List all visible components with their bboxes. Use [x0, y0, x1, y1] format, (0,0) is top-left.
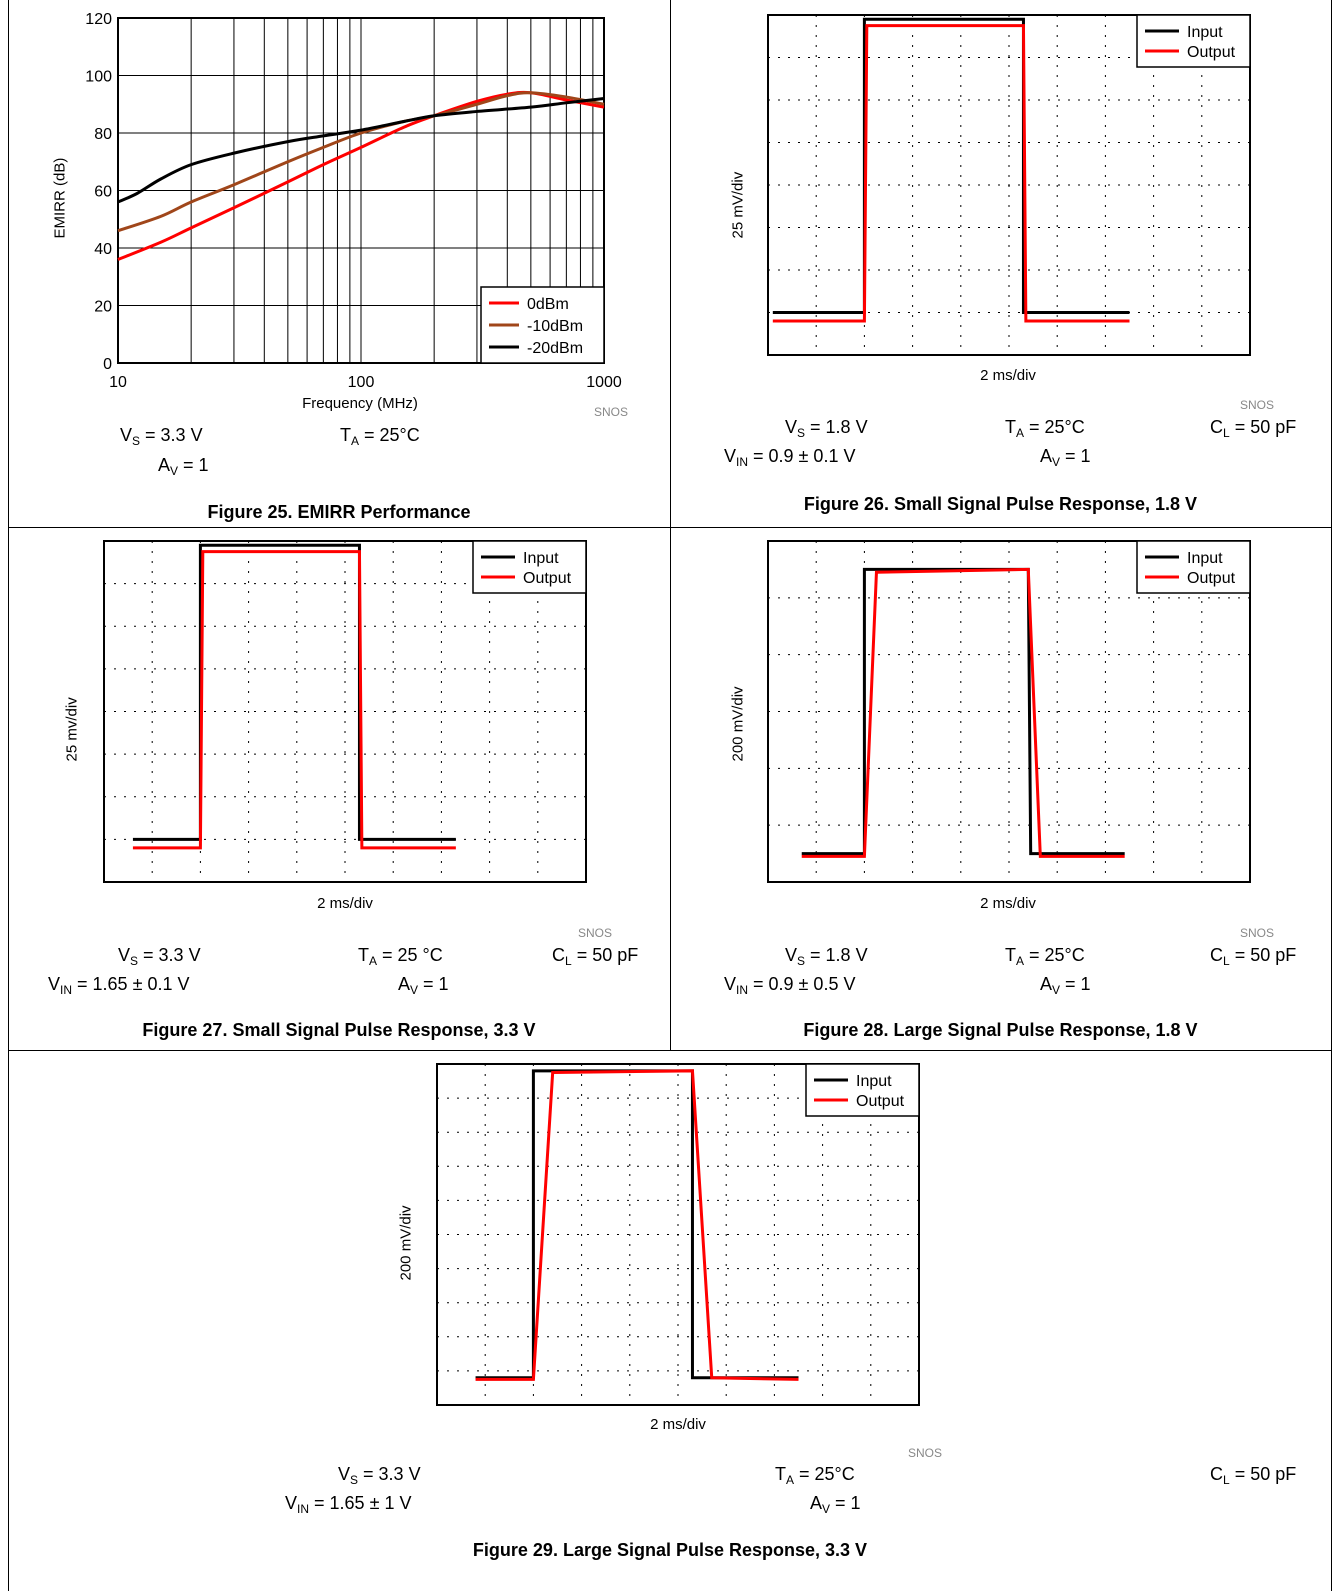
condition-vs: VS = 3.3 V	[338, 1464, 421, 1487]
x-axis-label: 2 ms/div	[317, 895, 373, 912]
legend-entry: Input	[1187, 24, 1223, 41]
legend-box	[1136, 540, 1251, 594]
condition-av: AV = 1	[1040, 446, 1091, 469]
figure-caption: Figure 25. EMIRR Performance	[207, 502, 471, 522]
condition-vin: VIN = 0.9 ± 0.5 V	[724, 974, 856, 997]
x-tick-label: 100	[348, 374, 375, 391]
grid-divider-vertical-outer-left	[8, 0, 9, 1591]
series-line-input	[801, 567, 1125, 856]
plot-frame	[117, 17, 605, 364]
series-line-input	[772, 17, 1130, 314]
plot-frame	[436, 1063, 920, 1406]
pulse-chart: Input Output	[103, 540, 587, 883]
condition-av: AV = 1	[1040, 974, 1091, 997]
condition-vin: VIN = 1.65 ± 1 V	[285, 1493, 412, 1516]
x-axis-label: 2 ms/div	[980, 895, 1036, 912]
x-axis-label: 2 ms/div	[650, 1416, 706, 1433]
snos-label: SNOS	[908, 1446, 943, 1460]
y-axis-label: 25 mV/div	[729, 171, 747, 239]
legend-box	[1136, 14, 1251, 68]
x-axis-label: 2 ms/div	[980, 367, 1036, 384]
snos-label: SNOS	[594, 405, 629, 419]
y-tick-label: 0	[103, 356, 112, 373]
y-tick-label: 20	[94, 299, 112, 316]
figure-caption: Figure 27. Small Signal Pulse Response, …	[142, 1020, 536, 1040]
series-line-input	[132, 543, 456, 841]
legend-box	[472, 540, 587, 594]
legend-entry: 0dBm	[527, 296, 569, 313]
condition-vin: VIN = 1.65 ± 0.1 V	[48, 974, 190, 997]
emirr-chart: 0 20 40 60 80 100 120 10 100 1000 0dBm -10dBm -20dBm	[85, 11, 622, 391]
y-tick-label: 120	[85, 11, 112, 28]
figure-caption: Figure 28. Large Signal Pulse Response, …	[803, 1020, 1198, 1040]
x-tick-label: 1000	[586, 374, 622, 391]
legend-box	[805, 1063, 920, 1117]
series-line-input	[475, 1069, 799, 1380]
condition-ta: TA = 25°C	[340, 425, 420, 448]
y-axis-label: EMIRR (dB)	[51, 157, 69, 239]
series-line-output	[772, 24, 1130, 323]
pulse-chart: Input Output	[767, 14, 1251, 356]
condition-cl: CL = 50 pF	[1210, 945, 1297, 968]
condition-av: AV = 1	[810, 1493, 861, 1516]
legend-entry: Output	[1187, 570, 1236, 587]
legend-entry: Input	[856, 1073, 892, 1090]
condition-ta: TA = 25 °C	[358, 945, 443, 968]
plot-frame	[767, 14, 1251, 356]
condition-vs: VS = 1.8 V	[785, 417, 868, 440]
condition-vin: VIN = 0.9 ± 0.1 V	[724, 446, 856, 469]
y-axis-label: 25 mv/div	[63, 697, 81, 762]
grid-divider-horizontal-2	[8, 1050, 1332, 1051]
y-tick-label: 40	[94, 241, 112, 258]
x-tick-label: 10	[109, 374, 127, 391]
condition-cl: CL = 50 pF	[1210, 417, 1297, 440]
snos-label: SNOS	[1240, 398, 1275, 412]
legend-entry: Input	[1187, 550, 1223, 567]
condition-ta: TA = 25°C	[1005, 417, 1085, 440]
figure-caption: Figure 29. Large Signal Pulse Response, …	[472, 1540, 868, 1560]
plot-frame	[103, 540, 587, 883]
snos-label: SNOS	[578, 926, 613, 940]
x-axis-label: Frequency (MHz)	[302, 395, 418, 412]
legend-entry: Input	[523, 550, 559, 567]
series-line-output	[801, 567, 1125, 858]
plot-frame	[767, 540, 1251, 883]
condition-cl: CL = 50 pF	[1210, 1464, 1297, 1487]
condition-av: AV = 1	[398, 974, 449, 997]
pulse-chart: Input Output	[767, 540, 1251, 883]
condition-vs: VS = 3.3 V	[118, 945, 201, 968]
figure-caption: Figure 26. Small Signal Pulse Response, …	[803, 494, 1198, 514]
snos-label: SNOS	[1240, 926, 1275, 940]
legend-entry: Output	[523, 570, 572, 587]
series-line--20dBm	[117, 97, 605, 204]
y-axis-label: 200 mV/div	[397, 1205, 415, 1281]
y-tick-label: 80	[94, 126, 112, 143]
legend-entry: -10dBm	[527, 318, 583, 335]
condition-av: AV = 1	[158, 455, 209, 478]
grid-divider-horizontal-1	[8, 527, 1332, 528]
grid-divider-vertical-middle	[670, 0, 671, 1050]
condition-vs: VS = 1.8 V	[785, 945, 868, 968]
grid-divider-vertical-outer-right	[1331, 0, 1332, 1591]
y-tick-label: 100	[85, 69, 112, 86]
legend-entry: Output	[1187, 44, 1236, 61]
legend-entry: Output	[856, 1093, 905, 1110]
condition-cl: CL = 50 pF	[552, 945, 639, 968]
condition-ta: TA = 25°C	[775, 1464, 855, 1487]
series-line-output	[132, 550, 456, 850]
condition-ta: TA = 25°C	[1005, 945, 1085, 968]
legend-entry: -20dBm	[527, 340, 583, 357]
y-axis-label: 200 mV/div	[729, 686, 747, 762]
y-tick-label: 60	[94, 184, 112, 201]
pulse-chart: Input Output	[436, 1063, 920, 1406]
condition-vs: VS = 3.3 V	[120, 425, 203, 448]
series-line-output	[475, 1069, 799, 1381]
